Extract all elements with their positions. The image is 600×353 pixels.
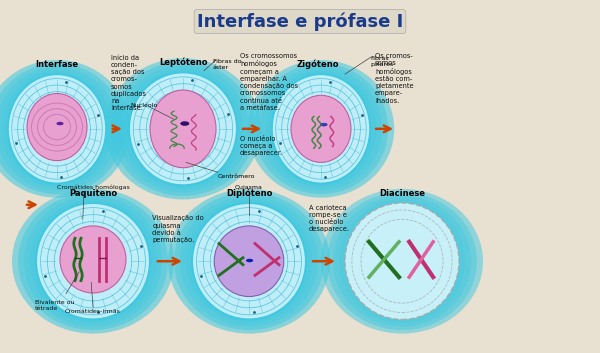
Text: Visualização do
quiasma
devido à
permutação.: Visualização do quiasma devido à permuta…: [152, 215, 204, 243]
Text: Interfase e prófase I: Interfase e prófase I: [197, 12, 403, 31]
Text: Diacinese: Diacinese: [379, 189, 425, 198]
Ellipse shape: [180, 196, 318, 327]
Text: Cromátides homólogas: Cromátides homólogas: [56, 184, 130, 190]
Ellipse shape: [260, 67, 382, 191]
Ellipse shape: [117, 65, 249, 192]
Ellipse shape: [150, 90, 216, 168]
Text: Leptóteno: Leptóteno: [159, 58, 207, 67]
Ellipse shape: [60, 226, 126, 293]
Ellipse shape: [0, 64, 124, 194]
Text: Os cromossomos
homólogos
começam a
emparelhar. A
condensação dos
cromossomos
con: Os cromossomos homólogos começam a empar…: [240, 53, 298, 111]
Text: A carioteca
rompe-se e
o nucléolo
desaparece.: A carioteca rompe-se e o nucléolo desapa…: [309, 205, 350, 233]
Ellipse shape: [0, 67, 118, 191]
Ellipse shape: [320, 123, 328, 126]
Text: Fibras
polares: Fibras polares: [371, 56, 394, 67]
Ellipse shape: [254, 64, 388, 194]
Text: Os cromos-
somos
homólogos
estão com-
pletamente
empare-
lhados.: Os cromos- somos homólogos estão com- pl…: [375, 53, 413, 104]
Ellipse shape: [174, 192, 324, 330]
Text: Nucléolo: Nucléolo: [131, 103, 158, 108]
Text: Interfase: Interfase: [35, 60, 79, 69]
Text: Bivalente ou
tétrade: Bivalente ou tétrade: [35, 300, 74, 311]
Ellipse shape: [12, 189, 174, 334]
Text: Paquiteno: Paquiteno: [69, 189, 117, 198]
Text: Quiasma: Quiasma: [235, 185, 263, 190]
Ellipse shape: [186, 199, 312, 323]
Ellipse shape: [123, 69, 243, 189]
Ellipse shape: [129, 72, 237, 185]
Ellipse shape: [36, 203, 150, 319]
Ellipse shape: [246, 259, 253, 262]
Text: Centrômero: Centrômero: [218, 174, 256, 179]
Ellipse shape: [321, 189, 483, 334]
Ellipse shape: [248, 60, 394, 198]
Text: Zigóteno: Zigóteno: [297, 59, 339, 69]
Ellipse shape: [327, 192, 477, 330]
Ellipse shape: [192, 203, 306, 319]
Text: Início da
conden-
sação dos
cromos-
somos
duplicados
na
interfase.: Início da conden- sação dos cromos- somo…: [111, 55, 147, 112]
Ellipse shape: [266, 71, 376, 187]
Ellipse shape: [333, 196, 471, 327]
Ellipse shape: [345, 203, 459, 319]
Ellipse shape: [30, 199, 156, 323]
Ellipse shape: [18, 192, 168, 330]
Ellipse shape: [27, 94, 87, 161]
Ellipse shape: [111, 62, 255, 196]
Text: O nucléolo
começa a
desaparecer.: O nucléolo começa a desaparecer.: [240, 136, 283, 156]
Ellipse shape: [105, 58, 261, 199]
Ellipse shape: [0, 60, 130, 198]
Text: Cromátides-irmãs: Cromátides-irmãs: [65, 309, 121, 314]
Ellipse shape: [56, 122, 64, 125]
Ellipse shape: [339, 199, 465, 323]
Ellipse shape: [181, 121, 190, 126]
Ellipse shape: [2, 71, 112, 187]
Ellipse shape: [8, 74, 106, 184]
Ellipse shape: [214, 226, 284, 297]
Text: Diplóteno: Diplóteno: [226, 188, 272, 198]
Text: Fibras do
áster: Fibras do áster: [213, 59, 241, 70]
Ellipse shape: [291, 95, 351, 162]
Ellipse shape: [24, 196, 162, 327]
Ellipse shape: [272, 74, 370, 184]
Ellipse shape: [168, 189, 330, 334]
